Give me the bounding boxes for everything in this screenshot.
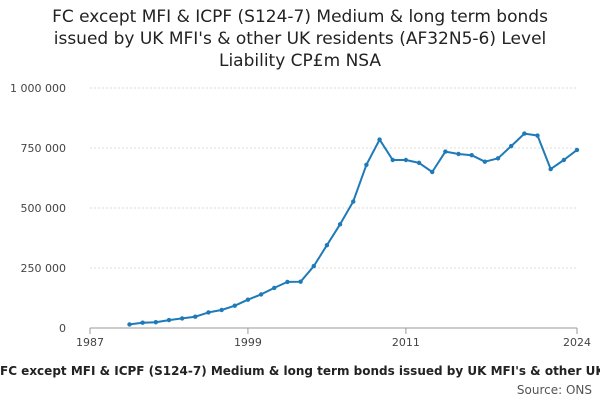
y-tick-label: 750 000 bbox=[21, 142, 67, 155]
chart-title-line: issued by UK MFI's & other UK residents … bbox=[53, 29, 547, 49]
legend-label: FC except MFI & ICPF (S124-7) Medium & l… bbox=[0, 364, 600, 378]
data-point bbox=[298, 279, 303, 284]
gridlines bbox=[90, 87, 577, 329]
data-point bbox=[443, 149, 448, 154]
series-line bbox=[129, 132, 578, 326]
data-point bbox=[245, 297, 251, 302]
data-point bbox=[127, 322, 132, 327]
data-point bbox=[416, 160, 422, 166]
data-point bbox=[153, 320, 159, 325]
x-tick-label: 2024 bbox=[563, 336, 591, 349]
data-point bbox=[193, 314, 198, 319]
y-tick-label: 500 000 bbox=[21, 202, 67, 215]
data-point bbox=[337, 222, 343, 227]
data-point bbox=[219, 307, 224, 313]
data-point bbox=[548, 166, 553, 172]
axes: 0 250 000 500 000 750 000 1 000 000 1987 1999 2… bbox=[10, 82, 591, 349]
data-point bbox=[508, 143, 514, 149]
data-point bbox=[179, 316, 185, 321]
data-point bbox=[311, 263, 316, 269]
y-tick-label: 0 bbox=[59, 322, 66, 335]
data-point bbox=[469, 153, 474, 158]
data-point bbox=[140, 320, 145, 325]
data-point bbox=[495, 156, 501, 161]
data-point bbox=[574, 147, 580, 153]
data-point bbox=[403, 157, 409, 163]
data-point bbox=[272, 285, 277, 291]
data-point bbox=[535, 133, 540, 138]
x-tick-label: 1999 bbox=[234, 336, 262, 349]
data-point bbox=[351, 199, 356, 204]
x-tick-label: 1987 bbox=[76, 336, 104, 349]
data-point bbox=[456, 151, 461, 157]
data-point bbox=[377, 137, 382, 142]
x-tick-label: 2011 bbox=[392, 336, 420, 349]
chart-title-line: FC except MFI & ICPF (S124-7) Medium & l… bbox=[52, 7, 548, 27]
data-point bbox=[285, 279, 290, 285]
y-tick-label: 1 000 000 bbox=[10, 82, 66, 95]
data-point bbox=[482, 159, 488, 164]
data-point bbox=[390, 157, 395, 163]
source-label: Source: ONS bbox=[516, 383, 592, 397]
chart-title-line: Liability CP£m NSA bbox=[218, 51, 382, 71]
data-point bbox=[166, 317, 172, 323]
data-point bbox=[561, 157, 567, 163]
data-point bbox=[324, 243, 330, 248]
data-point bbox=[258, 292, 264, 297]
data-point bbox=[364, 162, 369, 167]
y-tick-label: 250 000 bbox=[21, 262, 67, 275]
series-layer bbox=[127, 131, 580, 327]
data-point bbox=[206, 310, 211, 315]
data-point bbox=[522, 131, 527, 136]
chart-title: FC except MFI & ICPF (S124-7) Medium & l… bbox=[0, 6, 600, 72]
data-point bbox=[430, 169, 435, 175]
data-point bbox=[232, 303, 237, 308]
